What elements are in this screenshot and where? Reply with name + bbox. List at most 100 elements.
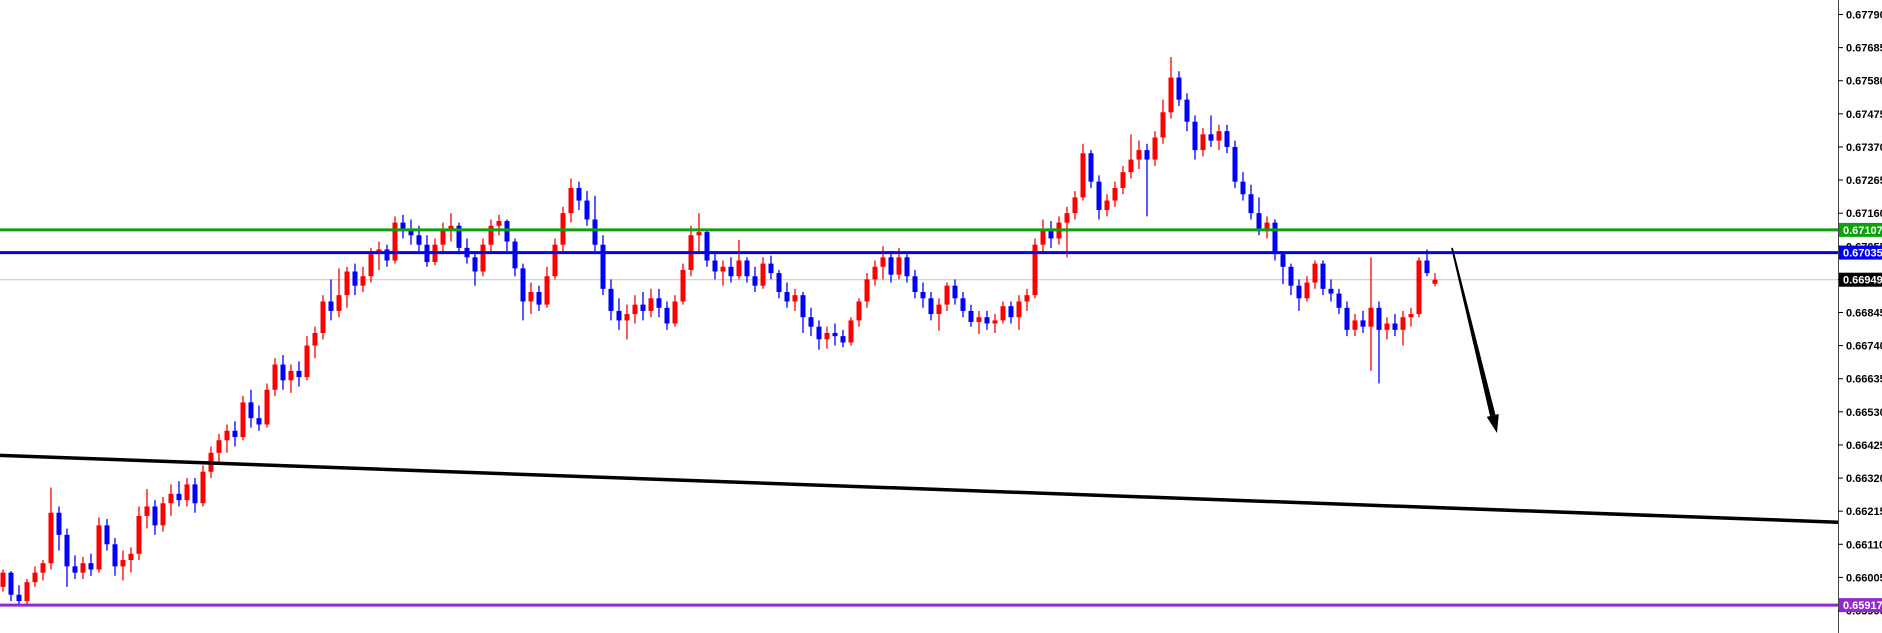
candle-body [256, 418, 262, 425]
candle-body [584, 200, 590, 220]
candle-body [608, 288, 614, 311]
axis-tick-label: 0.67265 [1846, 175, 1882, 187]
axis-tick-label: 0.66005 [1846, 572, 1882, 584]
candle-body [840, 336, 846, 343]
candle-body [632, 304, 638, 315]
candle-body [864, 279, 870, 302]
candle-body [1416, 260, 1422, 315]
projection-arrow-shaft[interactable] [1451, 247, 1496, 417]
candle-body [752, 276, 758, 286]
candle-body [1400, 317, 1406, 330]
descending-trendline[interactable] [0, 453, 1839, 524]
candle-body [1048, 228, 1054, 239]
candle-body [656, 298, 662, 308]
axis-tick-label: 0.66320 [1846, 473, 1882, 485]
candle-body [112, 544, 118, 567]
resistance-line-green-price-tag [1839, 222, 1882, 237]
candle-body [912, 276, 918, 293]
candle-body [848, 320, 854, 343]
candle-body [600, 244, 606, 289]
candle-body [384, 249, 390, 261]
candle-body [88, 563, 94, 570]
candle-body [768, 263, 774, 274]
candle-body [1112, 187, 1118, 201]
candle-body [408, 228, 414, 236]
candle-body [392, 222, 398, 261]
candle-body [32, 572, 38, 583]
candle-body [920, 292, 926, 299]
candle-body [1088, 153, 1094, 182]
candle-body [1160, 112, 1166, 138]
candle-body [816, 326, 822, 340]
candle-body [552, 244, 558, 277]
candle-body [616, 310, 622, 321]
resistance-line-blue-price-tag [1839, 245, 1882, 260]
candle-body [176, 493, 182, 501]
candle-body [1264, 222, 1270, 229]
candle-body [1328, 288, 1334, 294]
candle-body [1240, 181, 1246, 195]
candle-body [800, 295, 806, 318]
candle-body [496, 221, 502, 226]
candle-body [1296, 285, 1302, 299]
candle-body [1192, 121, 1198, 151]
candle-body [1336, 293, 1342, 308]
candle-body [824, 332, 830, 340]
candle-body [1032, 244, 1038, 296]
candle-body [336, 295, 342, 311]
candle-body [1304, 282, 1310, 299]
candle-body [1176, 77, 1182, 100]
candle-body [1184, 99, 1190, 122]
candle-body [648, 298, 654, 311]
candle-body [1360, 320, 1366, 327]
candle-body [1104, 200, 1110, 211]
candle-body [48, 512, 54, 564]
resistance-line-green-price-tag-text: 0.67107 [1843, 225, 1882, 237]
candle-body [1152, 137, 1158, 160]
axis-tick-label: 0.66425 [1846, 440, 1882, 452]
candle-body [1040, 228, 1046, 245]
candle-body [56, 512, 62, 535]
candle-body [960, 298, 966, 311]
candle-body [352, 271, 358, 286]
candle-body [640, 304, 646, 311]
candle-body [400, 222, 406, 229]
candle-body [1136, 150, 1142, 160]
candle-body [736, 260, 742, 277]
candle-body [80, 563, 86, 573]
candle-body [64, 534, 70, 567]
axis-tick-label: 0.67685 [1846, 43, 1882, 55]
axis-tick-label: 0.66530 [1846, 407, 1882, 419]
candle-body [976, 317, 982, 322]
candle-body [544, 276, 550, 305]
candle-body [936, 304, 942, 315]
candle-body [928, 298, 934, 315]
candle-body [776, 273, 782, 293]
candle-body [192, 484, 198, 504]
candle-body [1024, 295, 1030, 302]
candle-body [312, 332, 318, 346]
candle-body [224, 430, 230, 441]
candle-body [1232, 146, 1238, 182]
candle-body [952, 285, 958, 299]
candle-body [744, 260, 750, 277]
candle-body [1080, 153, 1086, 198]
candle-body [1408, 314, 1414, 318]
candle-body [1064, 213, 1070, 223]
candle-body [944, 285, 950, 305]
candle-body [1144, 150, 1150, 160]
candle-body [872, 266, 878, 280]
candle-body [200, 471, 206, 504]
candle-body [448, 225, 454, 229]
candle-body [1096, 181, 1102, 211]
projection-arrow-head[interactable] [1486, 414, 1499, 433]
candle-body [40, 563, 46, 573]
candle-body [520, 268, 526, 302]
candle-body [904, 257, 910, 277]
axis-tick-label: 0.66740 [1846, 341, 1882, 353]
axis-tick-label: 0.67370 [1846, 142, 1882, 154]
candle-body [968, 310, 974, 322]
candle-body [144, 506, 150, 516]
candle-body [1256, 213, 1262, 229]
candle-body [1008, 306, 1014, 318]
